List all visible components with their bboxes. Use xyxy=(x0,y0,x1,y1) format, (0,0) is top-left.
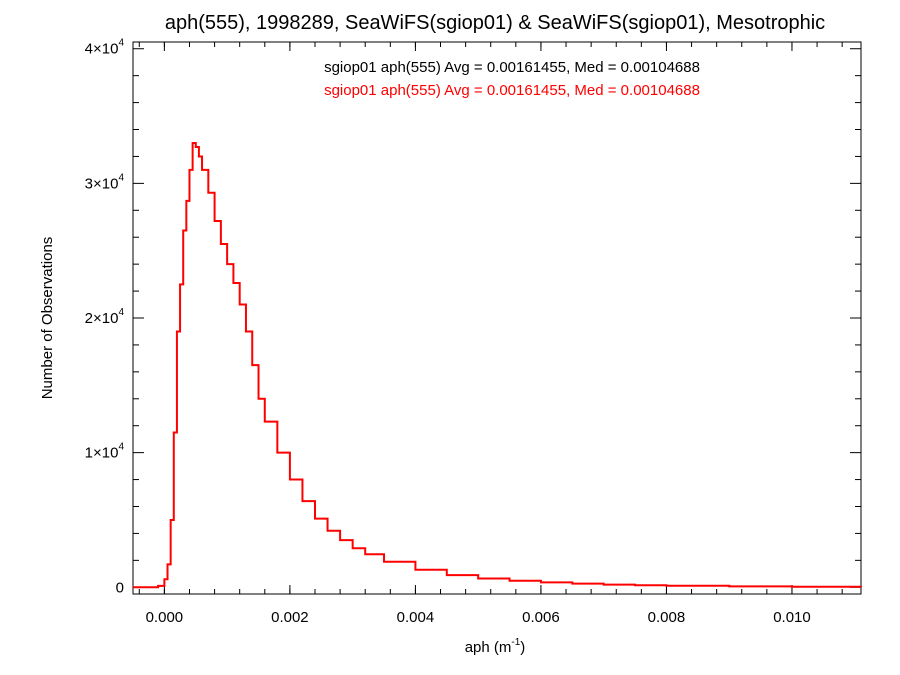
legend-entry-2: sgiop01 aph(555) Avg = 0.00161455, Med =… xyxy=(324,82,700,99)
y-tick-label: 1×104 xyxy=(85,442,125,462)
chart-title: aph(555), 1998289, SeaWiFS(sgiop01) & Se… xyxy=(165,12,825,34)
series-layer xyxy=(133,141,862,589)
plot-frame xyxy=(132,41,862,595)
legend-entry-1: sgiop01 aph(555) Avg = 0.00161455, Med =… xyxy=(324,59,700,76)
x-axis-label: aph (m-1) xyxy=(465,637,526,656)
x-tick-label: 0.004 xyxy=(397,609,435,626)
x-tick-label: 0.010 xyxy=(773,609,811,626)
x-tick-label: 0.002 xyxy=(271,609,309,626)
y-tick-label: 0 xyxy=(116,579,124,596)
x-tick-label: 0.008 xyxy=(648,609,686,626)
axis-ticks: 0.000 0.002 0.004 0.006 0.008 0.010 0 1×104 2×10… xyxy=(85,38,861,626)
y-tick-label: 3×104 xyxy=(85,172,125,192)
x-tick-label: 0.000 xyxy=(146,609,184,626)
series-line-1 xyxy=(133,141,862,589)
y-tick-label: 2×104 xyxy=(85,307,125,327)
y-axis-label: Number of Observations xyxy=(39,237,56,400)
x-tick-label: 0.006 xyxy=(522,609,560,626)
y-tick-label: 4×104 xyxy=(85,38,125,58)
